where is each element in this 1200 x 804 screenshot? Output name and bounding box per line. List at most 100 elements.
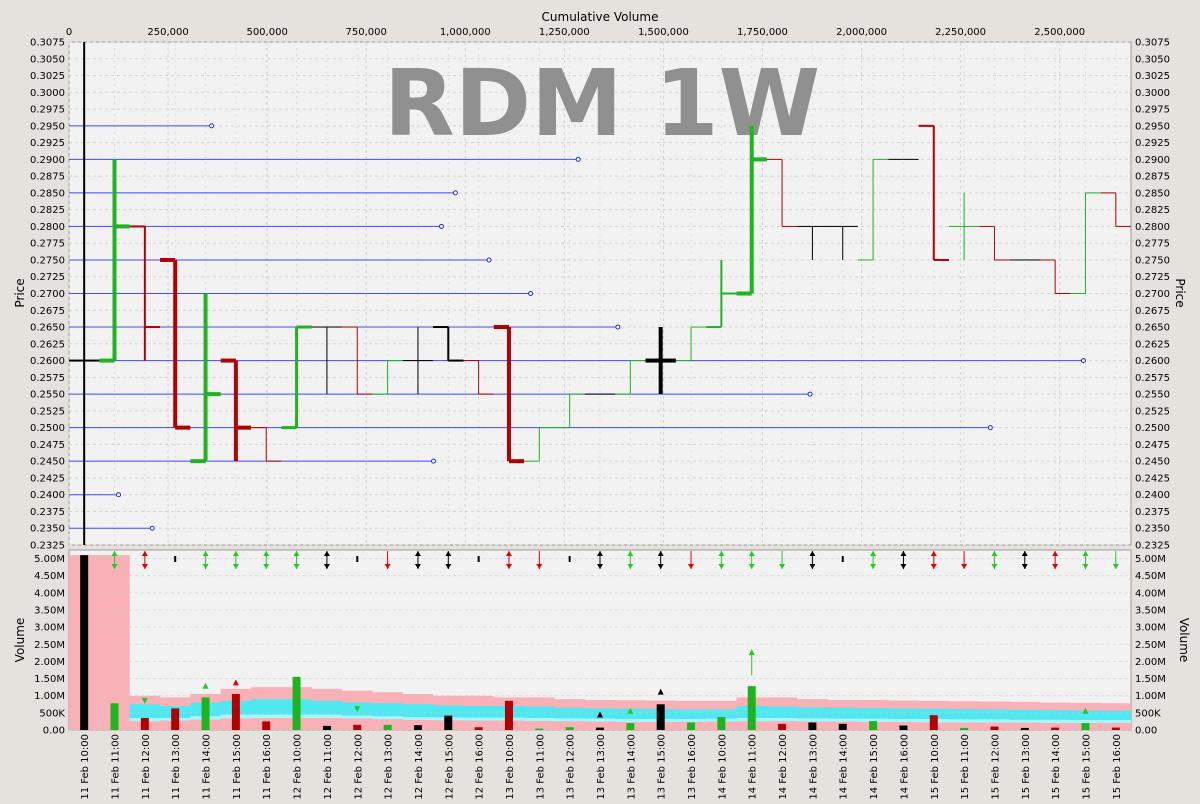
price-tick-label-left: 0.2675 (30, 306, 65, 317)
signal-down-arrow (505, 564, 512, 569)
volume-bar (808, 722, 817, 730)
time-tick-label: 15 Feb 16:00 (1112, 734, 1123, 800)
price-tick-label-right: 0.2700 (1135, 289, 1170, 300)
cumulative-volume-tick-label: 250,000 (147, 27, 188, 38)
time-tick-label: 12 Feb 11:00 (323, 734, 334, 800)
price-tick-label-left: 0.2425 (30, 473, 65, 484)
price-axis-title-left: Price (13, 278, 27, 307)
price-tick-label-left: 0.2475 (30, 440, 65, 451)
price-tick-label-right: 0.2900 (1135, 155, 1170, 166)
cumulative-volume-tick-label: 1,000,000 (440, 27, 491, 38)
time-tick-label: 12 Feb 13:00 (384, 734, 395, 800)
price-tick-label-right: 0.2600 (1135, 356, 1170, 367)
time-tick-label: 14 Feb 16:00 (899, 734, 910, 800)
price-tick-label-left: 0.2900 (30, 155, 65, 166)
signal-up-arrow (930, 551, 937, 556)
signal-down-arrow (445, 564, 452, 569)
signal-up-arrow (323, 551, 330, 556)
volume-tick-label-right: 4.50M (1135, 571, 1166, 582)
signal-up-arrow (202, 682, 209, 689)
price-tick-label-right: 0.2875 (1135, 172, 1170, 183)
price-tick-label-right: 0.2450 (1135, 457, 1170, 468)
signal-up-arrow (232, 679, 239, 686)
signal-up-arrow (870, 551, 877, 556)
price-tick-label-left: 0.2850 (30, 188, 65, 199)
time-tick-label: 14 Feb 13:00 (808, 734, 819, 800)
price-tick-label-right: 0.2500 (1135, 423, 1170, 434)
volume-bar (838, 723, 847, 730)
price-tick-label-right: 0.2850 (1135, 188, 1170, 199)
signal-down-arrow (323, 564, 330, 569)
signal-up-arrow (627, 551, 634, 556)
time-tick-label: 11 Feb 15:00 (232, 734, 243, 800)
price-tick-label-left: 0.3075 (30, 38, 65, 49)
price-tick-label-left: 0.2350 (30, 524, 65, 535)
time-tick-label: 15 Feb 10:00 (930, 734, 941, 800)
time-tick-label: 11 Feb 12:00 (141, 734, 152, 800)
cumulative-volume-ticks: 0 250,000 500,000 750,000 1,000,000 1,250,000… (66, 27, 1085, 545)
price-tick-label-left: 0.2375 (30, 507, 65, 518)
time-tick-label: 11 Feb 13:00 (171, 734, 182, 800)
volume-at-price-marker (438, 223, 444, 229)
time-tick-label: 15 Feb 11:00 (960, 734, 971, 800)
signal-down-arrow (536, 564, 543, 569)
price-tick-label-left: 0.2550 (30, 390, 65, 401)
volume-bar (687, 722, 696, 730)
signal-down-arrow (809, 564, 816, 569)
signal-down-arrow (900, 564, 907, 569)
price-tick-label-left: 0.2400 (30, 490, 65, 501)
price-tick-label-right: 0.2425 (1135, 473, 1170, 484)
volume-at-price-marker (149, 525, 155, 531)
price-tick-label-right: 0.2725 (1135, 272, 1170, 283)
volume-bar (322, 725, 331, 730)
volume-tick-label-left: 4.50M (34, 571, 65, 582)
volume-bar (383, 724, 392, 730)
volume-bar (292, 676, 301, 730)
volume-bar (474, 727, 483, 730)
volume-tick-label-right: 500K (1135, 708, 1161, 719)
volume-at-price-marker (209, 123, 215, 129)
volume-tick-label-left: 4.00M (34, 588, 65, 599)
price-tick-label-left: 0.2525 (30, 406, 65, 417)
time-tick-label: 15 Feb 12:00 (990, 734, 1001, 800)
signal-up-arrow (263, 551, 270, 556)
time-tick-label: 13 Feb 10:00 (505, 734, 516, 800)
signal-down-arrow (293, 564, 300, 569)
signal-up-arrow (597, 551, 603, 556)
signal-down-arrow (870, 564, 877, 569)
volume-tick-label-left: 3.50M (34, 606, 65, 617)
signal-down-arrow (384, 564, 391, 569)
signal-down-arrow (1112, 564, 1119, 569)
price-tick-label-right: 0.2750 (1135, 255, 1170, 266)
price-tick-label-right: 0.3075 (1135, 38, 1170, 49)
volume-tick-label-right: 1.00M (1135, 691, 1166, 702)
signal-down-arrow (748, 564, 755, 569)
signal-up-arrow (748, 649, 755, 656)
signal-down-arrow (1021, 564, 1028, 569)
volume-axis-title-left: Volume (13, 618, 27, 663)
volume-at-price-marker (615, 324, 621, 330)
time-tick-label: 15 Feb 13:00 (1021, 734, 1032, 800)
time-tick-label: 15 Feb 14:00 (1051, 734, 1062, 800)
volume-bar (1111, 727, 1120, 730)
volume-at-price-marker (575, 156, 581, 162)
volume-tick-label-left: 3.00M (34, 623, 65, 634)
volume-at-price-marker (116, 492, 122, 498)
price-tick-label-left: 0.3025 (30, 71, 65, 82)
volume-tick-label-left: 0.00 (43, 726, 65, 737)
volume-tick-label-right: 3.50M (1135, 606, 1166, 617)
price-tick-label-left: 0.2875 (30, 172, 65, 183)
price-tick-label-left: 0.2650 (30, 323, 65, 334)
volume-axis-labels: 0.00 0.00 500K 500K 1.00M 1.00M 1.50M 1.50M 2.00… (34, 554, 1166, 736)
cumulative-volume-tick-label: 2,250,000 (935, 27, 986, 38)
price-tick-label-left: 0.2925 (30, 138, 65, 149)
price-tick-label-left: 0.2950 (30, 121, 65, 132)
price-tick-label-left: 0.2800 (30, 222, 65, 233)
price-tick-label-right: 0.3050 (1135, 54, 1170, 65)
price-tick-label-left: 0.2975 (30, 105, 65, 116)
signal-down-arrow (597, 564, 603, 569)
volume-tick-label-right: 0.00 (1135, 726, 1157, 737)
time-tick-label: 13 Feb 14:00 (626, 734, 637, 800)
cumulative-volume-tick-label: 1,750,000 (737, 27, 788, 38)
price-tick-label-left: 0.2450 (30, 457, 65, 468)
